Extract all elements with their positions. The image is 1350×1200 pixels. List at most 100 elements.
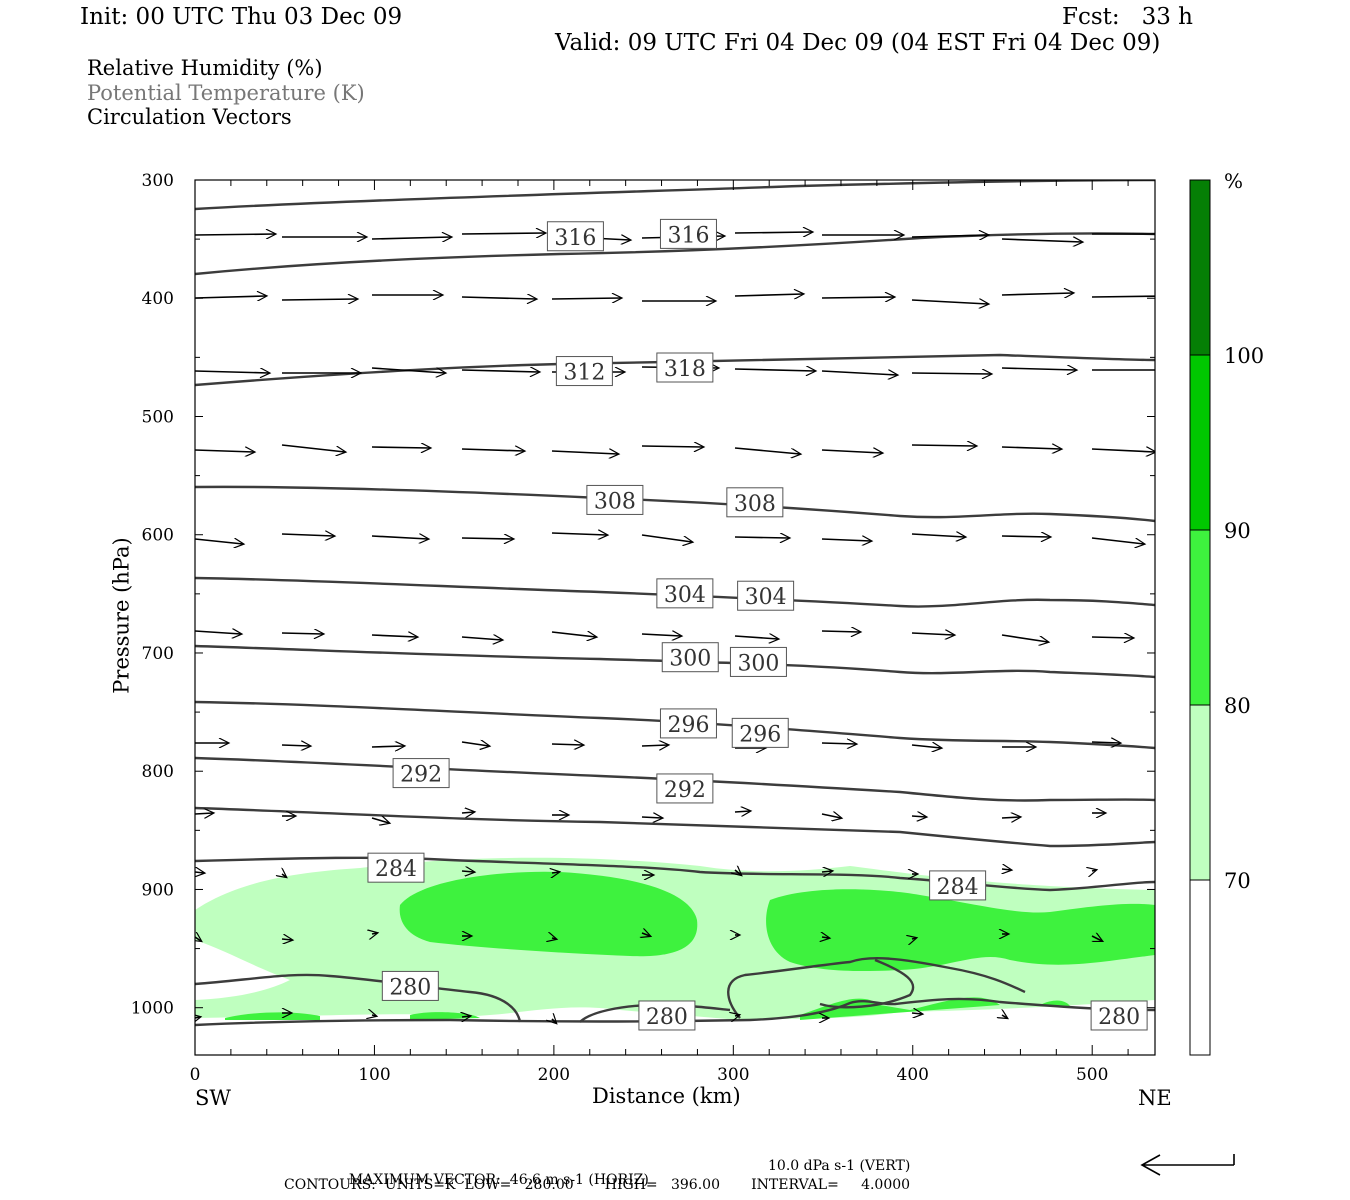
wind-vector <box>734 447 800 454</box>
y-tick-label: 300 <box>142 171 174 191</box>
y-tick-label: 500 <box>142 407 174 427</box>
wind-vector <box>461 637 502 640</box>
wind-vector <box>461 812 474 813</box>
wind-vector <box>195 539 243 544</box>
contour-label: 312 <box>555 356 613 387</box>
wind-vector <box>195 1017 200 1018</box>
wind-vector <box>821 539 871 541</box>
wind-vector <box>912 938 916 939</box>
y-axis-title: Pressure (hPa) <box>109 537 134 694</box>
wind-vector <box>734 811 750 812</box>
colorbar-level-label: 70 <box>1224 869 1251 893</box>
forecast-hour: Fcst: 33 h <box>1062 4 1193 30</box>
wind-vector <box>1001 447 1061 449</box>
reference-vector-icon <box>1140 1154 1235 1176</box>
wind-vector <box>642 933 650 936</box>
wind-vector <box>911 633 954 635</box>
wind-vector <box>735 870 741 875</box>
x-tick-label: 400 <box>897 1065 929 1085</box>
wind-vector <box>821 450 882 453</box>
contour-label: 318 <box>656 352 714 383</box>
field-vectors-label: Circulation Vectors <box>87 105 292 129</box>
svg-text:284: 284 <box>937 875 979 900</box>
x-tick-label: 100 <box>358 1065 390 1085</box>
wind-vector <box>371 818 389 823</box>
svg-text:300: 300 <box>669 647 711 672</box>
wind-vector <box>372 933 377 934</box>
svg-text:296: 296 <box>667 713 709 738</box>
wind-vector <box>734 369 815 371</box>
colorbar-level-label: 100 <box>1224 344 1264 368</box>
svg-text:318: 318 <box>664 357 706 382</box>
wind-vector <box>821 631 860 632</box>
contour-label: 304 <box>737 580 795 611</box>
contour-label: 280 <box>638 1000 696 1031</box>
svg-text:304: 304 <box>745 585 787 610</box>
wind-vector <box>195 371 269 373</box>
wind-vector <box>281 745 310 746</box>
svg-text:284: 284 <box>375 857 417 882</box>
y-tick-label: 900 <box>142 880 174 900</box>
footer-max-vector: MAXIMUM VECTOR: 46.6 m s-1 (HORIZ) <box>340 1159 649 1187</box>
colorbar: % 70 80 90 100 <box>1189 169 1264 1056</box>
wind-vector <box>1002 1015 1007 1018</box>
contour-label: 300 <box>729 646 787 677</box>
wind-vector <box>461 370 539 372</box>
colorbar-level-label: 80 <box>1224 694 1251 718</box>
wind-vector <box>195 296 266 298</box>
wind-vector <box>552 1019 556 1023</box>
wind-vector <box>821 743 856 744</box>
endpoint-left: SW <box>195 1086 231 1110</box>
wind-vector <box>821 371 897 375</box>
wind-vector <box>1091 537 1144 544</box>
wind-vector <box>461 871 474 872</box>
wind-vector <box>1001 293 1073 295</box>
wind-vector <box>911 1013 922 1014</box>
y-tick-label: 700 <box>142 644 174 664</box>
svg-text:308: 308 <box>734 492 776 517</box>
colorbar-100-bin <box>1189 179 1211 356</box>
contour-label: 316 <box>659 218 717 249</box>
wind-vector <box>911 300 988 304</box>
contour-label: 296 <box>731 717 789 748</box>
colorbar-90-bin <box>1189 354 1211 531</box>
plot-frame <box>194 179 1156 1056</box>
contour-label: 280 <box>1090 1000 1148 1031</box>
wind-vector <box>281 299 357 300</box>
wind-vector <box>372 1015 376 1016</box>
svg-text:316: 316 <box>667 223 709 248</box>
wind-vector <box>911 235 988 237</box>
field-rh-label: Relative Humidity (%) <box>87 56 323 80</box>
wind-vector <box>911 816 926 817</box>
wind-vector <box>461 538 513 539</box>
wind-vector <box>371 635 417 637</box>
wind-vector <box>734 636 778 639</box>
wind-vector <box>1002 869 1011 870</box>
wind-vector <box>641 534 692 542</box>
rh-80-region-east <box>766 889 1155 972</box>
wind-vector <box>1001 239 1082 242</box>
wind-vector <box>282 874 286 877</box>
wind-vector <box>552 938 556 939</box>
wind-vector <box>734 232 812 233</box>
wind-vector <box>821 814 841 818</box>
wind-vector <box>821 871 832 872</box>
wind-vector <box>195 631 241 634</box>
footer-max-vector-label: MAXIMUM VECTOR: <box>348 1172 501 1188</box>
x-tick-label: 300 <box>717 1065 749 1085</box>
contour-label: 300 <box>661 642 719 673</box>
wind-vector <box>641 745 668 746</box>
svg-text:300: 300 <box>737 651 779 676</box>
svg-text:280: 280 <box>646 1005 688 1030</box>
x-tick-label: 500 <box>1076 1065 1108 1085</box>
theta-contour <box>195 997 1155 1027</box>
wind-vector <box>551 298 621 299</box>
wind-vector <box>1091 637 1133 638</box>
contour-label: 304 <box>656 578 714 609</box>
wind-vector <box>551 632 596 637</box>
rh-shading <box>195 857 1155 1020</box>
wind-vector <box>461 742 489 746</box>
theta-contour <box>195 485 1155 523</box>
contour-label: 296 <box>659 708 717 739</box>
